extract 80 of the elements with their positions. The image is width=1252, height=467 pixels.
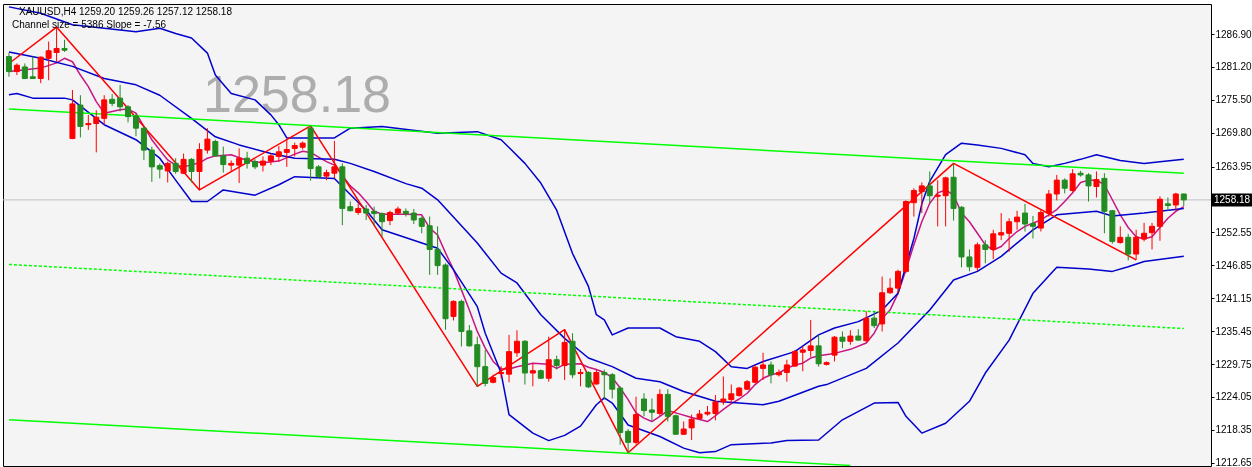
- candlestick: [1014, 210, 1021, 231]
- candlestick: [283, 139, 290, 168]
- candlestick: [513, 329, 520, 358]
- candlestick: [799, 345, 806, 372]
- candlestick: [1125, 233, 1132, 261]
- y-tick-label: 1246.85: [1215, 259, 1252, 271]
- ref-line-label: 1258.18: [1214, 193, 1251, 205]
- y-tick-label: 1212.65: [1215, 457, 1252, 467]
- y-tick-label: 1281.20: [1215, 61, 1252, 73]
- candlestick: [1069, 168, 1076, 193]
- candlestick: [664, 388, 671, 423]
- candlestick: [379, 211, 386, 238]
- candlestick: [768, 360, 774, 384]
- candlestick: [188, 157, 195, 183]
- y-tick-label: 1224.05: [1215, 391, 1252, 403]
- candlestick: [895, 269, 902, 294]
- candlestick: [990, 229, 997, 260]
- candlestick: [807, 319, 814, 358]
- candlestick: [148, 146, 155, 183]
- candlestick: [1093, 170, 1100, 198]
- candlestick: [1164, 196, 1171, 212]
- candlestick: [371, 206, 378, 227]
- candlestick: [498, 365, 505, 379]
- candlestick: [109, 93, 116, 107]
- y-tick-label: 1252.55: [1215, 226, 1252, 238]
- candlestick: [815, 334, 822, 368]
- candlestick: [545, 336, 552, 383]
- candlestick: [982, 239, 989, 264]
- y-tick-label: 1229.75: [1215, 358, 1252, 370]
- y-tick-label: 1235.45: [1215, 325, 1252, 337]
- candlestick: [863, 310, 870, 343]
- candlestick: [760, 352, 767, 381]
- candlestick: [1149, 222, 1156, 250]
- y-tick-label: 1269.80: [1215, 127, 1252, 139]
- y-tick-label: 1286.90: [1215, 28, 1252, 40]
- candlestick: [220, 146, 227, 174]
- candlestick: [236, 147, 243, 184]
- candlestick: [1053, 174, 1060, 201]
- candlestick: [77, 94, 84, 138]
- y-tick-label: 1263.95: [1215, 161, 1252, 173]
- candlestick: [783, 359, 790, 383]
- candlestick: [910, 187, 917, 218]
- candlestick: [887, 277, 894, 295]
- candlestick: [529, 362, 536, 387]
- candlestick: [926, 170, 933, 204]
- candlestick: [259, 155, 266, 172]
- candlestick: [1141, 222, 1148, 242]
- candlestick: [5, 52, 12, 78]
- candlestick: [244, 151, 251, 170]
- y-tick-label: 1241.15: [1215, 292, 1252, 304]
- candlestick: [998, 212, 1005, 241]
- candlestick: [117, 84, 124, 112]
- candlestick: [1037, 208, 1044, 233]
- candlestick: [1006, 217, 1013, 253]
- candlestick: [974, 242, 981, 272]
- candlestick: [1045, 189, 1052, 218]
- candlestick: [506, 334, 513, 383]
- candlestick: [609, 372, 616, 399]
- candlestick: [625, 428, 632, 454]
- candlestick: [101, 94, 108, 126]
- y-tick-label: 1275.50: [1215, 94, 1252, 106]
- y-tick-label: 1218.35: [1215, 424, 1252, 436]
- candlestick: [132, 112, 139, 137]
- candlestick: [918, 181, 925, 214]
- candlestick: [1029, 215, 1036, 239]
- candlestick: [656, 388, 663, 417]
- candlestick: [561, 329, 568, 381]
- candlestick: [831, 335, 838, 362]
- candlestick: [648, 397, 655, 421]
- candlestick: [450, 299, 457, 321]
- candlestick: [164, 161, 171, 183]
- candlestick: [140, 125, 147, 161]
- candlestick: [180, 153, 187, 175]
- candlestick: [482, 349, 489, 387]
- line-series: [8, 6, 1185, 370]
- candlestick: [1022, 203, 1029, 233]
- candlestick: [640, 392, 647, 417]
- candlestick: [402, 207, 409, 218]
- candlestick: [601, 369, 608, 401]
- candlestick: [93, 109, 100, 153]
